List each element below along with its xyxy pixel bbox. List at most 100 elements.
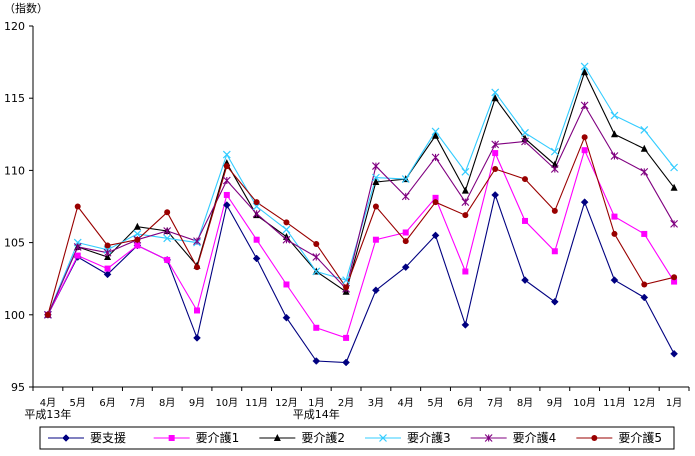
y-unit-label: （指数） [4, 1, 48, 15]
data-point [252, 202, 261, 211]
data-point [462, 212, 469, 219]
data-point [431, 127, 440, 136]
data-point [581, 68, 589, 76]
data-point [194, 307, 200, 314]
data-point [491, 140, 500, 149]
series-markers [43, 62, 679, 367]
x-tick-label: 10月 [573, 397, 596, 409]
data-point [461, 198, 470, 207]
data-point [611, 213, 618, 220]
chart-axes: （指数） 95 100 105 110 115 120 4月 5月 6月 7月 8月 9月 10月 11月 1… [4, 1, 690, 421]
data-point [610, 152, 619, 160]
data-point [401, 175, 410, 183]
data-point [222, 176, 231, 185]
series-line [47, 104, 675, 316]
data-point [283, 219, 290, 226]
data-point [641, 230, 648, 237]
x-tick-label: 9月 [547, 397, 563, 409]
data-point [580, 198, 589, 207]
data-point [550, 165, 559, 173]
data-point [372, 162, 380, 170]
data-point [134, 236, 141, 243]
data-point [342, 358, 350, 367]
legend-label: 要支援 [90, 431, 126, 445]
data-point [372, 177, 380, 185]
data-point [371, 173, 380, 182]
data-point [640, 293, 649, 302]
data-point [521, 276, 529, 284]
legend-label: 要介護5 [618, 430, 662, 445]
data-point [551, 207, 558, 214]
data-point [670, 349, 678, 358]
data-point [253, 199, 260, 206]
data-point [74, 252, 81, 259]
x-tick-label: 3月 [368, 397, 384, 409]
data-point [342, 276, 351, 285]
data-point [522, 217, 528, 224]
legend: 要支援 要介護1 要介護2 要介護3 要介護4 要介護5 [39, 426, 675, 450]
series-line [47, 65, 675, 316]
data-point [461, 167, 470, 176]
data-point [104, 242, 111, 249]
data-point [104, 265, 111, 272]
data-point [223, 191, 230, 198]
data-point [164, 209, 171, 216]
x-tick-label: 12月 [633, 397, 656, 409]
data-point [580, 101, 589, 110]
data-point [372, 203, 379, 210]
data-point [522, 176, 528, 183]
data-point [313, 324, 320, 331]
data-point [401, 192, 410, 201]
x-tick-label: 8月 [159, 397, 175, 409]
data-point [670, 183, 678, 191]
y-tick-label: 115 [4, 92, 25, 105]
x-tick-label: 11月 [245, 397, 268, 409]
legend-box [39, 426, 675, 450]
data-point [640, 167, 649, 176]
data-point [484, 434, 493, 442]
x-tick-label: 10月 [215, 397, 238, 409]
legend-label: 要介護1 [196, 430, 240, 445]
data-point [372, 236, 379, 243]
data-point [461, 186, 469, 194]
data-point [550, 297, 559, 306]
data-point [312, 357, 321, 365]
data-point [581, 147, 588, 154]
data-point [431, 153, 440, 162]
series-line [47, 70, 675, 316]
data-point [379, 434, 387, 442]
y-tick-label: 105 [4, 237, 25, 250]
data-point [282, 313, 291, 322]
data-point [640, 126, 649, 134]
data-point [312, 253, 321, 261]
data-point [164, 256, 171, 263]
data-point [491, 94, 499, 102]
data-point [282, 225, 291, 234]
data-point [313, 241, 320, 248]
series-line [47, 148, 675, 339]
data-point [103, 248, 112, 257]
x-tick-label: 1月 [308, 397, 324, 409]
data-point [163, 234, 172, 243]
data-point [168, 435, 175, 441]
y-tick-label: 110 [4, 164, 25, 177]
data-point [611, 230, 618, 237]
data-point [591, 435, 598, 441]
data-point [491, 88, 500, 97]
data-point [273, 434, 281, 441]
data-point [222, 150, 231, 159]
data-point [580, 62, 589, 71]
data-point [62, 434, 70, 442]
data-point [194, 264, 200, 271]
x-tick-label: 7月 [487, 397, 503, 409]
x-tick-label: 5月 [70, 397, 86, 409]
data-point [491, 191, 500, 199]
x-tick-label: 6月 [457, 397, 473, 409]
data-point [671, 274, 678, 281]
data-point [610, 130, 618, 138]
data-point [431, 231, 440, 240]
series-lines [47, 65, 675, 364]
data-point [252, 254, 261, 263]
data-point [402, 238, 409, 245]
legend-label: 要介護3 [407, 430, 451, 445]
